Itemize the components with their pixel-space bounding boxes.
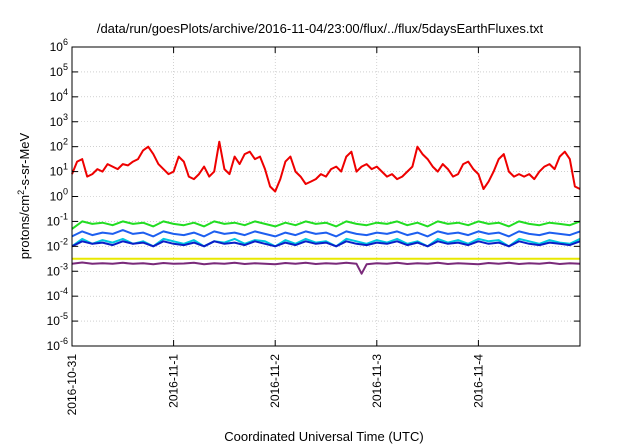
x-tick-label: 2016-11-3 [370,354,384,408]
y-tick-label-base: 10 [47,314,61,328]
y-tick-label-exp: -4 [60,286,68,296]
y-tick-label-base: 10 [50,165,64,179]
y-tick-label-exp: 6 [63,37,68,47]
y-tick-label-base: 10 [50,190,64,204]
x-tick-label: 2016-10-31 [65,354,79,416]
y-tick-label-base: 10 [50,140,64,154]
y-tick-label: 100 [50,187,68,204]
y-tick-label: 104 [50,87,68,104]
y-tick-label-base: 10 [47,239,61,253]
y-tick-label-base: 10 [50,115,64,129]
y-tick-label-base: 10 [50,65,64,79]
y-tick-label: 105 [50,62,68,79]
chart-title: /data/run/goesPlots/archive/2016-11-04/2… [96,21,544,36]
y-tick-label-exp: -5 [60,311,68,321]
y-tick-label-base: 10 [47,214,61,228]
y-tick-label-exp: 1 [63,162,68,172]
y-tick-label: 10-4 [47,286,68,303]
y-tick-label: 10-2 [47,236,68,253]
y-axis-label: protons/cm2-s-sr-MeV [16,133,32,259]
ticks: 10-610-510-410-310-210-11001011021031041… [47,37,580,415]
x-tick-label: 2016-11-2 [268,354,282,408]
series-line-1 [71,220,581,230]
plot-frame [71,46,581,347]
y-tick-label-exp: -3 [60,261,68,271]
y-tick-label-exp: -6 [60,336,68,346]
y-tick-label-exp: 5 [63,62,68,72]
y-tick-label-base: 10 [47,289,61,303]
series-line-6 [71,261,581,275]
series-line-4 [71,240,581,248]
y-tick-label: 103 [50,112,68,129]
y-tick-label: 102 [50,137,68,154]
y-axis-label-sup: 2 [15,189,26,195]
y-tick-label-exp: 4 [63,87,68,97]
y-tick-label-exp: 0 [63,187,68,197]
y-tick-label: 10-1 [47,211,68,228]
y-tick-label-exp: 2 [63,137,68,147]
series-line-3 [71,229,581,238]
y-tick-label: 10-5 [47,311,68,328]
y-axis-label-prefix: protons/cm [17,194,33,260]
y-tick-label-exp: 3 [63,112,68,122]
series-layer [71,140,581,275]
y-tick-label-exp: -1 [60,211,68,221]
x-axis-label: Coordinated Universal Time (UTC) [224,429,424,444]
y-tick-label-base: 10 [47,264,61,278]
y-tick-label: 106 [50,37,68,54]
y-axis-label-suffix: -s-sr-MeV [17,132,33,190]
x-tick-label: 2016-11-1 [167,354,181,408]
y-tick-label: 101 [50,162,68,179]
y-tick-label-exp: -2 [60,236,68,246]
y-tick-label-base: 10 [50,40,64,54]
x-tick-label: 2016-11-4 [471,354,485,408]
series-line-0 [71,140,581,193]
y-tick-label: 10-3 [47,261,68,278]
y-tick-label: 10-6 [47,336,68,353]
grid-lines [72,47,580,346]
y-tick-label-base: 10 [50,90,64,104]
y-tick-label-base: 10 [47,339,61,353]
